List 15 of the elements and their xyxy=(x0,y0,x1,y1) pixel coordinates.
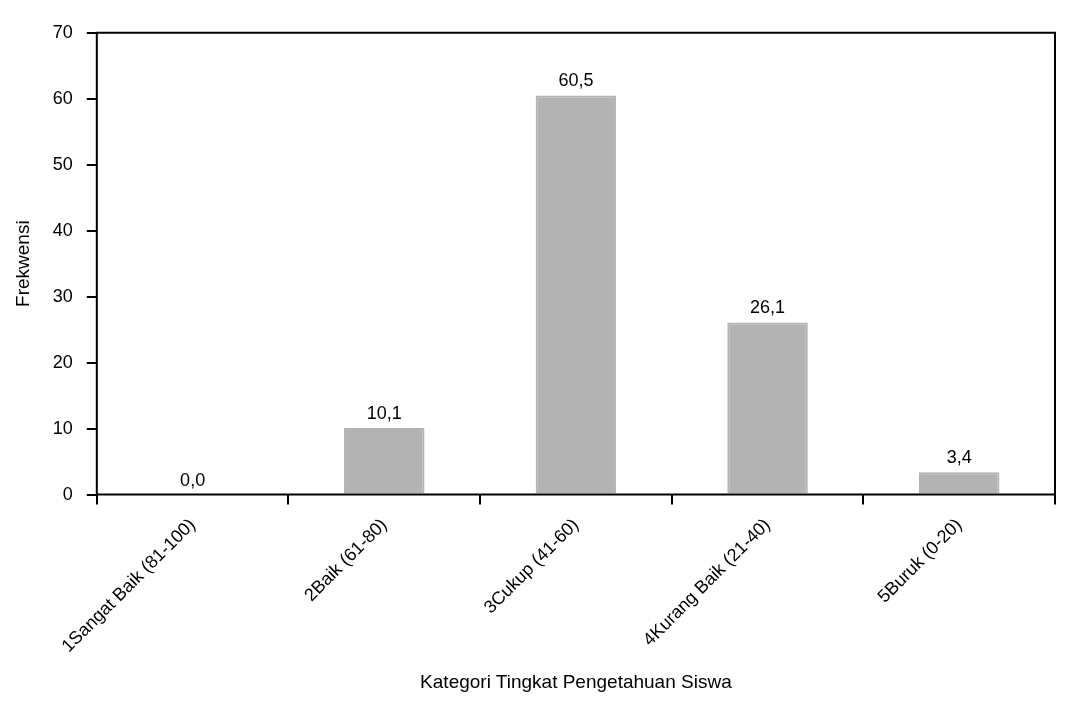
y-tick-label: 10 xyxy=(52,417,73,438)
y-tick-label: 30 xyxy=(52,285,73,306)
y-axis-title: Frekwensi xyxy=(11,220,33,307)
data-label: 60,5 xyxy=(558,70,594,91)
y-tick-label: 50 xyxy=(52,153,73,174)
y-tick-label: 60 xyxy=(52,87,73,108)
data-label: 0,0 xyxy=(180,469,206,490)
data-label: 3,4 xyxy=(946,447,972,468)
y-tick-label: 20 xyxy=(52,351,73,372)
x-axis-title: Kategori Tingkat Pengetahuan Siswa xyxy=(420,670,733,692)
y-tick-label: 40 xyxy=(52,219,73,240)
data-label: 26,1 xyxy=(750,297,786,318)
y-tick-label: 70 xyxy=(52,21,73,42)
data-label: 10,1 xyxy=(366,402,402,423)
y-tick-label: 0 xyxy=(62,483,73,504)
